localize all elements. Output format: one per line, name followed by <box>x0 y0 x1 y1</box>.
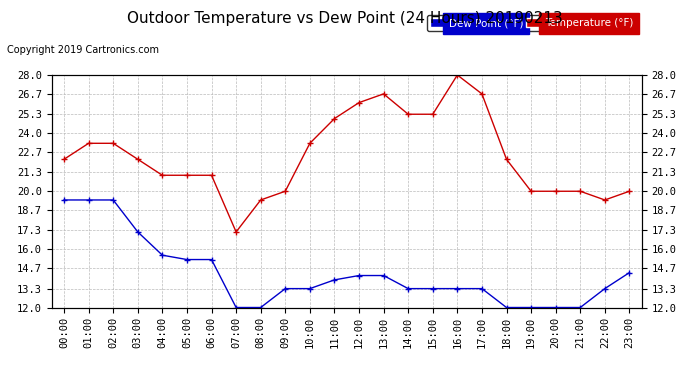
Text: Outdoor Temperature vs Dew Point (24 Hours) 20190213: Outdoor Temperature vs Dew Point (24 Hou… <box>127 11 563 26</box>
Text: Copyright 2019 Cartronics.com: Copyright 2019 Cartronics.com <box>7 45 159 55</box>
Legend: Dew Point (°F), Temperature (°F): Dew Point (°F), Temperature (°F) <box>426 15 636 32</box>
